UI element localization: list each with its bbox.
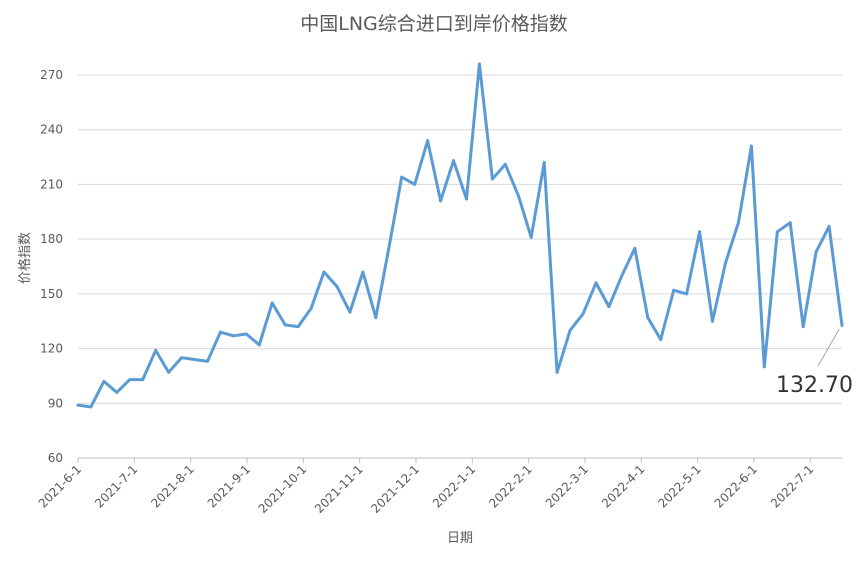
data-point xyxy=(115,390,119,394)
data-point xyxy=(296,325,300,329)
last-value-label: 132.70 xyxy=(776,373,853,398)
data-point xyxy=(685,292,689,296)
y-tick-label: 120 xyxy=(40,342,63,356)
y-tick-label: 150 xyxy=(40,287,63,301)
data-point xyxy=(205,359,209,363)
callout-leader-line xyxy=(817,329,840,367)
x-tick-label: 2022-7-1 xyxy=(768,462,816,510)
data-point xyxy=(322,270,326,274)
data-point xyxy=(594,281,598,285)
y-tick-label: 240 xyxy=(40,123,63,137)
data-point xyxy=(270,301,274,305)
data-point xyxy=(283,323,287,327)
x-tick-label: 2021-10-1 xyxy=(256,462,310,516)
data-point xyxy=(374,316,378,320)
data-point xyxy=(231,334,235,338)
x-tick-label: 2021-7-1 xyxy=(92,462,140,510)
data-point xyxy=(128,378,132,382)
data-point xyxy=(788,221,792,225)
data-point xyxy=(400,175,404,179)
data-point xyxy=(141,378,145,382)
data-point xyxy=(426,139,430,143)
data-point xyxy=(814,250,818,254)
data-point xyxy=(646,316,650,320)
data-point xyxy=(607,305,611,309)
y-tick-label: 60 xyxy=(48,451,63,465)
gridlines xyxy=(78,74,842,404)
data-point xyxy=(244,332,248,336)
x-tick-label: 2021-11-1 xyxy=(312,462,366,516)
data-point xyxy=(490,177,494,181)
data-point xyxy=(672,288,676,292)
data-point xyxy=(659,337,663,341)
x-tick-label: 2022-6-1 xyxy=(712,462,760,510)
data-point xyxy=(89,405,93,409)
data-point xyxy=(452,159,456,163)
data-point xyxy=(348,310,352,314)
y-axis-label: 价格指数 xyxy=(17,232,33,284)
data-points xyxy=(76,62,844,409)
data-point xyxy=(218,330,222,334)
y-axis-ticks: 60 90 120 150 180 210 240 270 xyxy=(40,68,63,465)
data-point xyxy=(464,197,468,201)
data-point xyxy=(154,348,158,352)
x-tick-label: 2022-3-1 xyxy=(543,462,591,510)
data-point xyxy=(723,261,727,265)
y-tick-label: 210 xyxy=(40,177,63,191)
data-point xyxy=(167,370,171,374)
data-point xyxy=(775,230,779,234)
data-point xyxy=(76,403,80,407)
x-tick-label: 2022-1-1 xyxy=(430,462,478,510)
data-point xyxy=(633,246,637,250)
data-point xyxy=(529,235,533,239)
data-point xyxy=(193,358,197,362)
x-tick-label: 2021-8-1 xyxy=(148,462,196,510)
data-point xyxy=(555,370,559,374)
data-point xyxy=(711,319,715,323)
x-axis-ticks: 2021-6-1 2021-7-1 2021-8-1 2021-9-1 2021-10-… xyxy=(36,458,816,516)
data-point xyxy=(477,62,481,66)
data-point xyxy=(335,285,339,289)
x-tick-label: 2021-6-1 xyxy=(36,462,84,510)
data-point xyxy=(439,199,443,203)
data-point xyxy=(620,274,624,278)
data-point xyxy=(581,312,585,316)
data-point xyxy=(801,325,805,329)
data-point xyxy=(542,161,546,165)
data-point xyxy=(387,246,391,250)
data-point xyxy=(568,328,572,332)
y-tick-label: 90 xyxy=(48,396,63,410)
data-point xyxy=(840,323,844,327)
data-point xyxy=(503,162,507,166)
data-point xyxy=(736,221,740,225)
x-tick-label: 2021-9-1 xyxy=(205,462,253,510)
data-point xyxy=(361,270,365,274)
data-point xyxy=(698,230,702,234)
y-tick-label: 180 xyxy=(40,232,63,246)
chart-title: 中国LNG综合进口到岸价格指数 xyxy=(300,13,568,35)
x-axis-label: 日期 xyxy=(447,531,473,546)
x-tick-label: 2022-5-1 xyxy=(655,462,703,510)
data-point xyxy=(309,306,313,310)
data-point xyxy=(762,365,766,369)
data-point xyxy=(413,182,417,186)
x-tick-label: 2022-4-1 xyxy=(599,462,647,510)
x-tick-label: 2021-12-1 xyxy=(368,462,422,516)
data-point xyxy=(102,379,106,383)
x-tick-label: 2022-2-1 xyxy=(486,462,534,510)
data-point xyxy=(257,343,261,347)
series-line xyxy=(76,62,844,409)
data-point xyxy=(827,224,831,228)
data-point xyxy=(516,193,520,197)
y-tick-label: 270 xyxy=(40,68,63,82)
data-point xyxy=(180,356,184,360)
data-point xyxy=(749,144,753,148)
